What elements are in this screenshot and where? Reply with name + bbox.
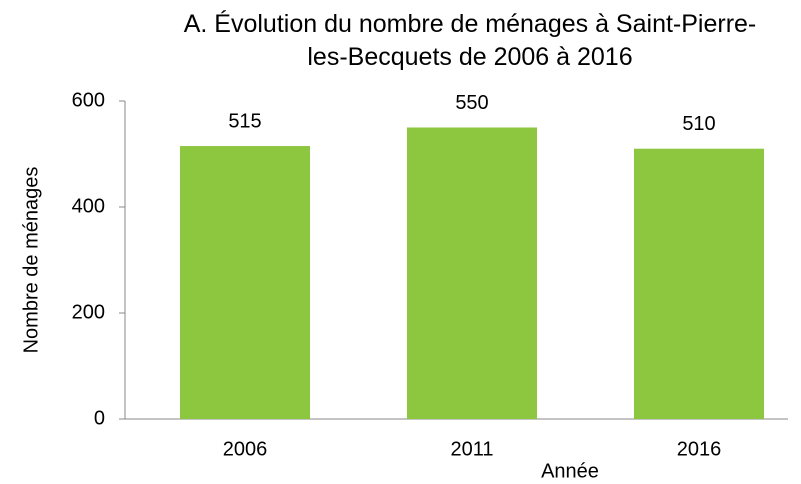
x-tick-label: 2016	[677, 438, 722, 460]
bar	[180, 146, 310, 420]
x-axis-label: Année	[541, 460, 599, 482]
y-tick-label: 400	[72, 195, 105, 217]
y-tick-label: 0	[94, 407, 105, 429]
y-axis-label: Nombre de ménages	[20, 167, 42, 354]
data-label: 515	[228, 110, 261, 132]
data-label: 550	[455, 92, 488, 114]
data-label: 510	[682, 113, 715, 135]
x-tick-label: 2011	[450, 438, 493, 460]
y-tick-label: 600	[72, 89, 105, 111]
y-tick-label: 200	[72, 301, 105, 323]
x-tick-label: 2006	[223, 438, 268, 460]
bar	[634, 148, 764, 419]
bar	[407, 127, 537, 419]
chart-title: A. Évolution du nombre de ménages à Sain…	[183, 10, 757, 71]
